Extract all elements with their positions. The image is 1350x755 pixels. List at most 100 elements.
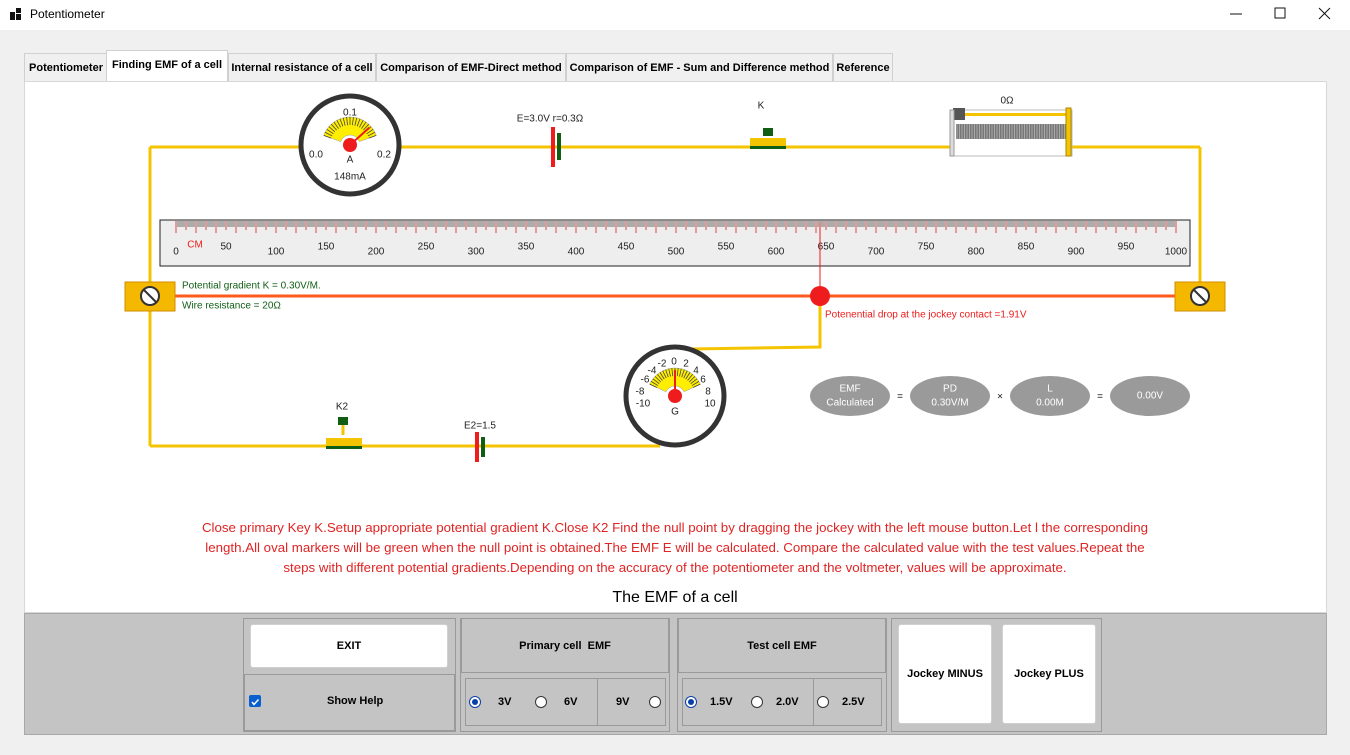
label: 600: [768, 247, 785, 258]
meter-pivot: [668, 389, 682, 403]
group-title: Primary cell EMF: [519, 640, 611, 652]
meter-tick: [654, 376, 662, 383]
label: 0.2: [377, 150, 391, 161]
label: Potenential drop at the jockey contact =…: [825, 310, 1027, 321]
label: 850: [1018, 242, 1035, 253]
exit-button[interactable]: EXIT: [250, 624, 448, 668]
label: 250: [418, 242, 435, 253]
label: -4: [648, 366, 657, 377]
group-box: [244, 674, 455, 731]
label: 50: [220, 242, 232, 253]
label: 4: [693, 366, 699, 377]
label: 0.00V: [1137, 391, 1163, 402]
key-knob: [338, 417, 348, 425]
cell-plate: [481, 437, 485, 457]
key-base: [326, 438, 362, 446]
meter-tick: [367, 131, 376, 137]
meter-tick: [336, 120, 341, 128]
label: G: [671, 407, 679, 418]
tab[interactable]: Internal resistance of a cell: [228, 53, 376, 81]
meter-tick: [339, 118, 344, 127]
jockey-plus-button[interactable]: Jockey PLUS: [1002, 624, 1096, 724]
tab[interactable]: Finding EMF of a cell: [106, 50, 228, 82]
tab[interactable]: Comparison of EMF-Direct method: [376, 53, 566, 81]
group-box: [813, 678, 882, 726]
meter-tick: [657, 373, 663, 381]
label: =: [1097, 392, 1103, 403]
label: 0Ω: [1000, 96, 1014, 107]
meter-tick: [681, 369, 685, 378]
radio-label: 3V: [498, 696, 512, 708]
tab[interactable]: Comparison of EMF - Sum and Difference m…: [566, 53, 833, 81]
meter-tick: [352, 117, 354, 126]
label: 550: [718, 242, 735, 253]
meter-tick: [323, 135, 332, 139]
label: E=3.0V r=0.3Ω: [517, 114, 584, 125]
label: K2: [336, 402, 349, 413]
meter-tick: [683, 370, 688, 379]
checkbox-label: Show Help: [327, 695, 384, 707]
window-controls[interactable]: [1220, 0, 1350, 30]
meter-tick: [363, 123, 370, 131]
show-help-checkbox[interactable]: [249, 695, 261, 707]
radio-9v[interactable]: [649, 696, 661, 708]
rheostat-coil: [956, 124, 1066, 139]
radio-2-0v[interactable]: [751, 696, 763, 708]
label: 150: [318, 242, 335, 253]
label: 500: [668, 247, 685, 258]
label: 800: [968, 247, 985, 258]
label: 300: [468, 247, 485, 258]
label: E2=1.5: [464, 421, 496, 432]
oval-marker: [1110, 376, 1190, 416]
radio-3v[interactable]: [469, 696, 481, 708]
meter-tick: [688, 376, 696, 383]
cell-plate: [557, 133, 561, 160]
meter-tick: [333, 121, 339, 129]
group-title: Test cell EMF: [747, 640, 817, 652]
radio-2-5v[interactable]: [817, 696, 829, 708]
jockey-minus-button[interactable]: Jockey MINUS: [898, 624, 992, 724]
label: Potential gradient K = 0.30V/M.: [182, 281, 321, 292]
group-box: [243, 618, 456, 732]
label: 148mA: [334, 172, 366, 183]
radio-label: 2.0V: [776, 696, 799, 708]
meter-tick: [359, 120, 364, 128]
maximize[interactable]: [1274, 7, 1286, 19]
label: 200: [368, 247, 385, 258]
tab[interactable]: Reference: [833, 53, 893, 81]
key-bar: [750, 146, 786, 149]
radio-1-5v[interactable]: [685, 696, 697, 708]
label: 0.00M: [1036, 398, 1064, 409]
rheostat-end: [949, 109, 955, 157]
oval-marker: [810, 376, 890, 416]
label: Wire resistance = 20Ω: [182, 301, 281, 312]
key-bar: [326, 446, 362, 449]
meter-tick: [671, 368, 674, 377]
radio-6v[interactable]: [535, 696, 547, 708]
close[interactable]: [1318, 7, 1331, 20]
meter-tick: [324, 131, 333, 137]
meter-tick: [342, 117, 346, 126]
key-knob: [763, 128, 773, 136]
oval-marker: [1010, 376, 1090, 416]
label: 350: [518, 242, 535, 253]
help-text: Close primary Key K.Setup appropriate po…: [201, 520, 1149, 575]
group-box: [891, 618, 1102, 732]
app-icon: [10, 8, 21, 20]
key-base: [750, 138, 786, 146]
meter-tick: [368, 135, 377, 139]
meter-tick: [668, 368, 671, 377]
meter-tick: [354, 117, 358, 126]
label: 950: [1118, 242, 1135, 253]
label: =: [897, 392, 903, 403]
label: A: [347, 155, 354, 166]
meter-tick: [330, 123, 337, 131]
meter-tick: [665, 369, 669, 378]
label: -10: [636, 399, 651, 410]
caption: The EMF of a cell: [612, 589, 738, 606]
meter-tick: [690, 378, 698, 385]
jockey: [810, 286, 830, 306]
label: 450: [618, 242, 635, 253]
ruler: [159, 219, 1191, 267]
